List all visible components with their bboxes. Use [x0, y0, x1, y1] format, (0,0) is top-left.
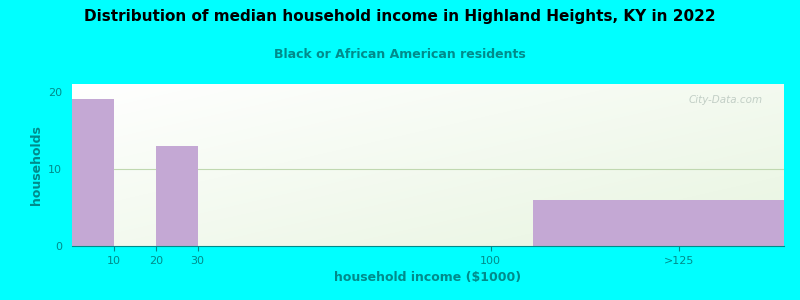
- Y-axis label: households: households: [30, 125, 42, 205]
- Text: City-Data.com: City-Data.com: [689, 95, 762, 105]
- Text: Distribution of median household income in Highland Heights, KY in 2022: Distribution of median household income …: [84, 9, 716, 24]
- Bar: [533, 200, 784, 246]
- X-axis label: household income ($1000): household income ($1000): [334, 271, 522, 284]
- Bar: [156, 146, 198, 246]
- Text: Black or African American residents: Black or African American residents: [274, 48, 526, 61]
- Bar: [72, 99, 114, 246]
